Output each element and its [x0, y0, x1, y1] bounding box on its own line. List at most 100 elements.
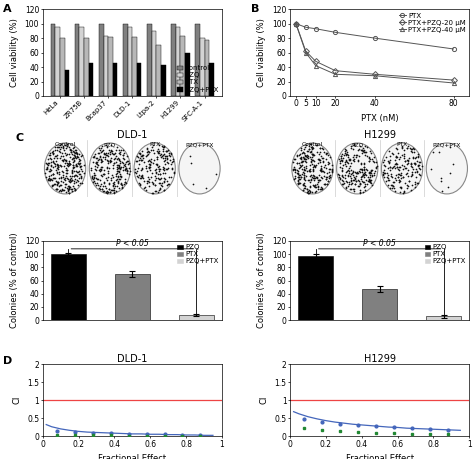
Point [155, 186, 163, 194]
Point [139, 174, 147, 181]
Point [316, 185, 324, 192]
Point [396, 153, 404, 161]
Point [117, 180, 125, 187]
Point [405, 167, 412, 174]
Point [73, 168, 81, 175]
Bar [99, 24, 104, 96]
Point [55, 162, 62, 169]
Point [137, 174, 144, 181]
Legend: Control, PZQ, PTX, PZQ+PTX: Control, PZQ, PTX, PZQ+PTX [174, 62, 221, 95]
Ellipse shape [292, 143, 333, 194]
Point [134, 165, 141, 172]
Point [399, 151, 406, 159]
Point [339, 162, 347, 169]
Point [94, 162, 101, 169]
Point [143, 144, 151, 151]
Point [310, 177, 318, 184]
Point [49, 147, 57, 155]
Bar [205, 39, 209, 96]
Point [294, 173, 301, 180]
Point [392, 176, 400, 184]
Point [103, 151, 110, 159]
Point [392, 174, 399, 182]
Point [356, 186, 364, 194]
Bar [80, 27, 84, 96]
Point [407, 162, 414, 169]
Point [75, 151, 83, 158]
Point [61, 149, 69, 157]
Point [320, 149, 328, 156]
Point [71, 172, 78, 179]
Point [69, 162, 77, 169]
Point [46, 176, 54, 184]
Point [115, 168, 123, 175]
Point [110, 178, 118, 185]
Point [70, 167, 78, 174]
PTX+PZQ-40 μM [451, 80, 456, 86]
Point [290, 165, 297, 172]
Point [398, 143, 406, 151]
Point [138, 165, 146, 172]
Point [107, 141, 115, 149]
Point [308, 158, 315, 165]
Point [54, 168, 61, 175]
Point [155, 141, 163, 149]
Point [309, 151, 317, 158]
Point [52, 177, 60, 185]
Point [319, 154, 327, 161]
Point [307, 147, 315, 154]
Point [70, 163, 78, 171]
Point [323, 180, 331, 187]
Point [366, 178, 374, 185]
Point [389, 183, 397, 190]
Point [298, 150, 306, 157]
Point [308, 160, 316, 168]
Point [47, 155, 55, 162]
Point [49, 170, 56, 178]
Point [154, 162, 161, 169]
Point [324, 152, 332, 159]
Point [303, 186, 311, 193]
Point [318, 168, 326, 175]
Point [143, 162, 150, 169]
Point [100, 150, 108, 157]
Point [99, 142, 106, 149]
Point [367, 169, 374, 176]
Point [325, 160, 332, 168]
Point [135, 179, 143, 187]
Point [134, 152, 141, 160]
Point [352, 153, 360, 161]
Point [136, 149, 144, 156]
Point [310, 151, 318, 159]
Point [58, 185, 66, 193]
PTX+PZQ-40 μM [372, 73, 378, 78]
Point [335, 171, 343, 179]
Point [404, 172, 411, 179]
Point [145, 157, 152, 165]
Point [395, 166, 403, 174]
Point [143, 145, 151, 152]
Point [63, 164, 70, 171]
Point [64, 166, 71, 174]
Point [387, 182, 394, 189]
Point [357, 175, 365, 182]
Point [153, 161, 161, 168]
Point [98, 158, 105, 165]
Point [104, 169, 112, 177]
Point [313, 174, 320, 182]
Point [367, 149, 374, 156]
Point [97, 156, 104, 163]
Point [316, 144, 324, 151]
Point [427, 166, 435, 173]
Point [144, 151, 151, 159]
Point [114, 167, 122, 174]
Point [310, 174, 317, 181]
Point [136, 157, 143, 164]
Point [354, 168, 361, 175]
Bar [89, 63, 93, 96]
Point [388, 165, 395, 172]
Point [54, 181, 61, 188]
Point [394, 171, 402, 178]
Ellipse shape [337, 143, 378, 194]
Point [61, 175, 68, 182]
